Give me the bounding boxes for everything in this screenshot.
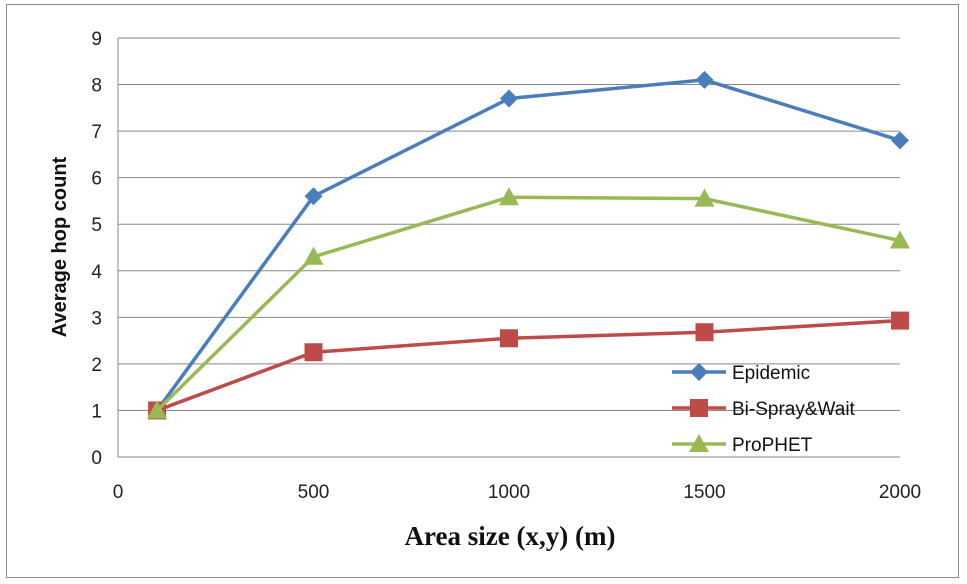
x-tick-label: 1500 bbox=[683, 482, 725, 503]
y-tick-label: 5 bbox=[91, 215, 102, 236]
series-bi-spray-wait bbox=[148, 311, 909, 420]
y-tick-label: 6 bbox=[91, 169, 102, 190]
data-point-epidemic bbox=[500, 89, 518, 108]
y-axis-label: Average hop count bbox=[49, 156, 71, 337]
y-tick-label: 2 bbox=[91, 355, 102, 376]
series-prophet bbox=[147, 187, 910, 419]
y-tick-label: 1 bbox=[91, 401, 102, 422]
x-axis-label: Area size (x,y) (m) bbox=[405, 521, 616, 551]
x-tick-labels: 0 500 1000 1500 2000 bbox=[113, 482, 921, 503]
legend-label: Epidemic bbox=[732, 363, 810, 384]
data-point-prophet bbox=[694, 188, 715, 207]
legend-marker bbox=[690, 399, 708, 417]
data-point-epidemic bbox=[304, 187, 323, 206]
gridlines bbox=[118, 37, 900, 411]
y-tick-label: 3 bbox=[91, 308, 102, 329]
chart-frame bbox=[6, 4, 959, 578]
data-point-bi-spray-wait bbox=[304, 343, 323, 362]
data-point-prophet bbox=[499, 187, 519, 206]
legend-label: Bi-Spray&Wait bbox=[732, 399, 856, 420]
series-line-epidemic bbox=[155, 78, 901, 412]
y-tick-label: 8 bbox=[91, 76, 102, 97]
legend-marker bbox=[690, 363, 708, 381]
data-point-prophet bbox=[890, 230, 910, 249]
data-point-epidemic bbox=[891, 131, 909, 150]
data-point-prophet bbox=[147, 400, 168, 419]
data-point-bi-spray-wait bbox=[500, 329, 518, 348]
data-point-prophet bbox=[303, 246, 324, 265]
legend-item-prophet: ProPHET bbox=[672, 434, 813, 456]
y-tick-label: 0 bbox=[91, 448, 102, 469]
data-point-bi-spray-wait bbox=[891, 311, 909, 330]
legend: Epidemic Bi-Spray&Wait ProPHET bbox=[672, 363, 856, 456]
legend-label: ProPHET bbox=[732, 435, 813, 456]
y-tick-label: 9 bbox=[91, 29, 102, 50]
x-tick-label: 2000 bbox=[879, 482, 921, 503]
x-tick-label: 500 bbox=[298, 482, 330, 503]
x-tick-label: 0 bbox=[113, 482, 124, 503]
data-point-epidemic bbox=[695, 70, 714, 89]
series-lines bbox=[147, 70, 910, 420]
axes bbox=[117, 38, 900, 458]
y-tick-label: 7 bbox=[91, 122, 102, 143]
y-tick-label: 4 bbox=[91, 262, 102, 283]
data-point-bi-spray-wait bbox=[695, 323, 714, 342]
legend-item-bi-spray-wait: Bi-Spray&Wait bbox=[672, 399, 856, 420]
legend-marker bbox=[689, 434, 709, 452]
x-tick-label: 1000 bbox=[488, 482, 530, 503]
legend-item-epidemic: Epidemic bbox=[672, 363, 810, 384]
y-tick-labels: 0 1 2 3 4 5 6 7 8 9 bbox=[91, 29, 102, 469]
